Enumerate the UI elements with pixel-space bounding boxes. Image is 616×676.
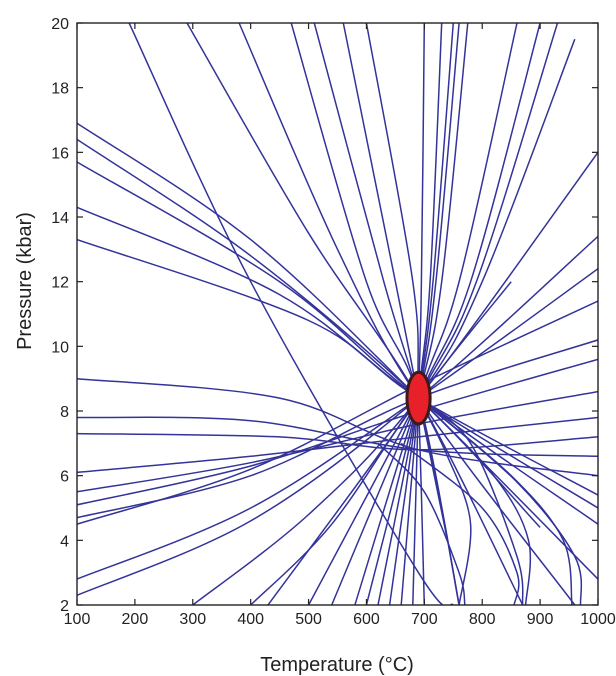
reaction-curve-3 — [77, 161, 598, 525]
x-tick-label: 900 — [527, 611, 554, 628]
reaction-curve-30 — [354, 23, 518, 605]
reaction-curve-26 — [400, 23, 443, 605]
y-axis-title: Pressure (kbar) — [14, 212, 36, 350]
x-tick-label: 500 — [295, 611, 322, 628]
reaction-curve-37 — [418, 397, 583, 605]
x-tick-label: 200 — [122, 611, 149, 628]
reaction-curve-20 — [128, 23, 454, 605]
reaction-curve-39 — [417, 397, 472, 605]
reaction-curve-9 — [77, 416, 598, 474]
y-tick-label: 12 — [51, 275, 69, 292]
reaction-curves — [77, 23, 598, 605]
x-tick-label: 400 — [237, 611, 264, 628]
y-tick-label: 6 — [60, 469, 69, 486]
x-tick-label: 700 — [411, 611, 438, 628]
reaction-curve-35 — [400, 442, 520, 605]
reaction-curve-13 — [77, 300, 598, 525]
x-axis-ticks: 100 200 300 400 500 600 700 800 900 1000 — [64, 23, 616, 628]
reaction-curve-1 — [77, 122, 598, 580]
reaction-curve-10 — [77, 390, 598, 493]
x-tick-label: 300 — [179, 611, 206, 628]
reaction-curve-23 — [342, 23, 449, 541]
reaction-curve-8 — [77, 432, 598, 451]
reaction-curve-17 — [250, 281, 512, 605]
reaction-curve-31 — [331, 23, 541, 605]
y-axis-ticks: 2 4 6 8 10 12 14 16 18 20 — [51, 16, 598, 615]
reaction-curve-5 — [77, 238, 598, 496]
reaction-curve-19 — [186, 23, 524, 605]
y-tick-label: 10 — [51, 339, 69, 356]
x-axis-title: Temperature (°C) — [260, 654, 414, 676]
y-tick-label: 2 — [60, 598, 69, 615]
y-tick-label: 18 — [51, 81, 69, 98]
y-tick-label: 4 — [60, 533, 69, 550]
reaction-curve-28 — [377, 23, 460, 605]
reaction-curve-34 — [417, 397, 532, 605]
pt-estimate-layer — [405, 370, 432, 426]
y-tick-label: 14 — [51, 210, 69, 227]
reaction-curve-29 — [365, 23, 469, 605]
reaction-curve-12 — [77, 339, 598, 519]
reaction-curve-18 — [238, 23, 576, 605]
reaction-curve-25 — [412, 23, 426, 605]
reaction-curve-11 — [77, 358, 598, 506]
reaction-curve-27 — [388, 23, 455, 605]
x-tick-label: 100 — [64, 611, 91, 628]
reaction-curve-38 — [418, 397, 524, 605]
reaction-curve-7 — [77, 416, 598, 458]
y-tick-label: 16 — [51, 145, 69, 162]
y-tick-label: 8 — [60, 404, 69, 421]
x-tick-label: 1000 — [580, 611, 616, 628]
y-tick-label: 20 — [51, 16, 69, 33]
reaction-curve-24 — [365, 23, 426, 605]
reaction-curve-14 — [77, 268, 598, 580]
x-tick-label: 800 — [469, 611, 496, 628]
reaction-curve-32 — [307, 23, 559, 605]
reaction-curve-21 — [290, 23, 460, 605]
reaction-curve-6 — [77, 377, 598, 477]
x-tick-label: 600 — [353, 611, 380, 628]
reaction-curve-33 — [267, 38, 576, 605]
plot-frame — [76, 22, 599, 606]
reaction-curve-15 — [77, 235, 598, 596]
pt-estimate-ellipse — [405, 370, 432, 426]
reaction-curve-40 — [377, 442, 466, 605]
